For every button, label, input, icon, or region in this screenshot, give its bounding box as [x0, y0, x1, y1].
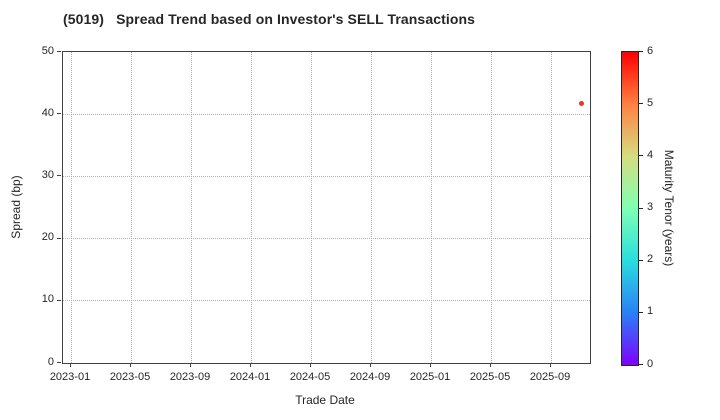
- colorbar-tick-label: 1: [647, 305, 654, 318]
- y-tick-label: 50: [41, 44, 54, 57]
- x-gridline: [430, 52, 432, 363]
- x-tick: [250, 363, 251, 367]
- y-tick: [57, 362, 61, 363]
- x-tick: [550, 363, 551, 367]
- colorbar-tick-label: 4: [647, 148, 654, 161]
- x-tick-label: 2025-01: [409, 371, 451, 383]
- x-tick: [70, 363, 71, 367]
- x-tick-label: 2023-01: [49, 371, 91, 383]
- y-tick-label: 10: [41, 293, 54, 306]
- x-tick-label: 2024-05: [289, 371, 331, 383]
- x-tick-label: 2023-05: [109, 371, 151, 383]
- y-tick: [57, 175, 61, 177]
- x-gridline: [130, 52, 132, 363]
- x-tick: [130, 363, 131, 367]
- y-axis-label: Spread (bp): [9, 175, 23, 239]
- x-axis-label: Trade Date: [295, 393, 355, 407]
- x-tick-label: 2024-09: [349, 371, 391, 383]
- x-tick-label: 2023-09: [169, 371, 211, 383]
- x-tick: [430, 363, 431, 367]
- x-tick: [490, 363, 491, 367]
- ticker-code: (5019): [63, 11, 105, 27]
- y-tick-label: 0: [47, 355, 54, 368]
- colorbar-tick: [639, 207, 643, 209]
- y-tick: [57, 237, 61, 239]
- y-gridline: [63, 175, 590, 177]
- x-gridline: [250, 52, 252, 363]
- colorbar-label: Maturity Tenor (years): [662, 149, 676, 267]
- x-gridline: [550, 52, 552, 363]
- x-gridline: [490, 52, 492, 363]
- y-tick-label: 40: [41, 106, 54, 119]
- x-gridline: [370, 52, 372, 363]
- data-point: [578, 101, 584, 107]
- x-tick-label: 2024-01: [229, 371, 271, 383]
- colorbar-tick-label: 3: [647, 201, 654, 213]
- x-tick: [190, 363, 191, 367]
- colorbar-tick: [639, 311, 643, 313]
- y-tick: [57, 51, 61, 52]
- chart-title: (5019) Spread Trend based on Investor's S…: [63, 11, 475, 27]
- x-tick-label: 2025-05: [469, 371, 511, 383]
- y-tick-label: 30: [41, 168, 54, 181]
- colorbar-tick-label: 6: [647, 44, 654, 57]
- colorbar-tick: [639, 155, 643, 157]
- chart-title-text: Spread Trend based on Investor's SELL Tr…: [116, 11, 476, 27]
- y-gridline: [63, 238, 590, 240]
- x-tick: [370, 363, 371, 367]
- x-gridline: [70, 52, 72, 363]
- colorbar-tick-label: 2: [647, 253, 654, 266]
- colorbar: [621, 51, 639, 366]
- y-tick: [57, 299, 61, 301]
- colorbar-tick: [639, 259, 643, 261]
- colorbar-tick: [639, 364, 643, 365]
- y-tick-label: 20: [41, 231, 54, 244]
- plot-area: [62, 51, 591, 364]
- x-tick-label: 2025-09: [529, 371, 571, 383]
- x-tick: [310, 363, 311, 367]
- y-gridline: [63, 113, 590, 115]
- y-tick: [57, 113, 61, 115]
- y-gridline: [63, 300, 590, 302]
- colorbar-tick-label: 5: [647, 96, 654, 109]
- colorbar-tick: [639, 103, 643, 105]
- x-gridline: [190, 52, 192, 363]
- colorbar-tick: [639, 51, 643, 52]
- x-gridline: [310, 52, 312, 363]
- colorbar-tick-label: 0: [647, 357, 654, 370]
